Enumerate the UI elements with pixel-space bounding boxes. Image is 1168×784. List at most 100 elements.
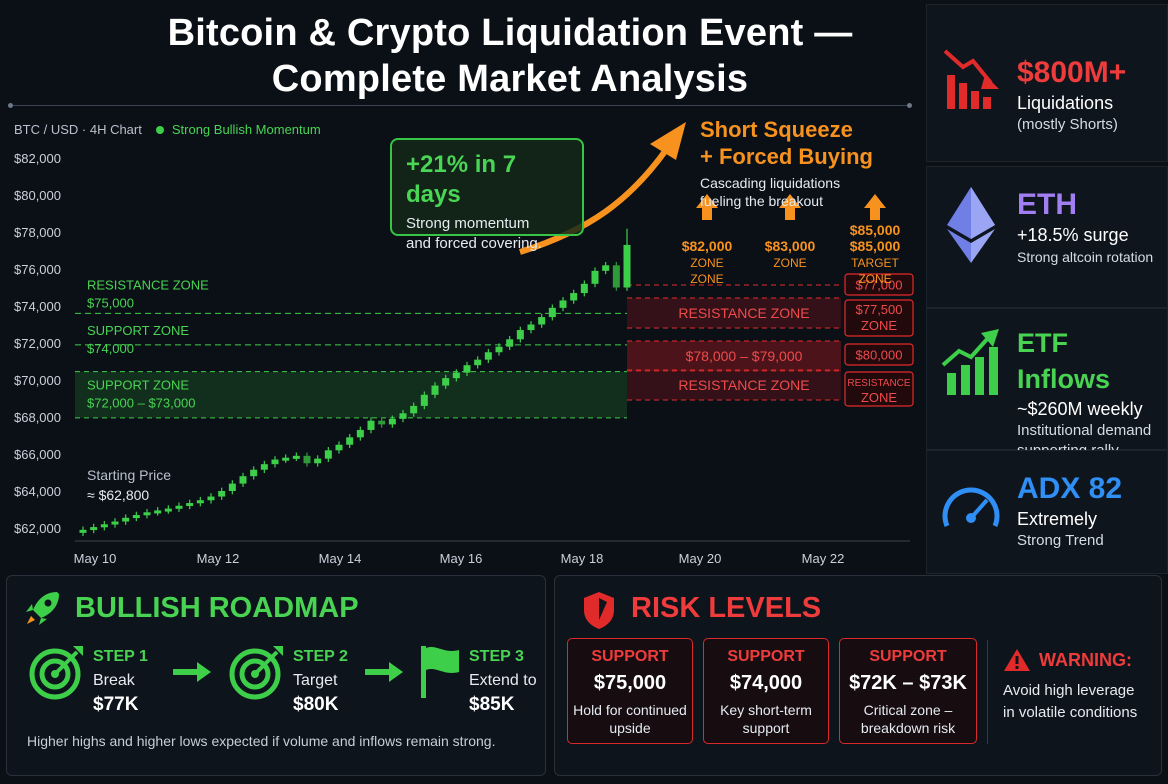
liquidations-card: $800M+ Liquidations (mostly Shorts) <box>926 4 1168 162</box>
etf-sub: Institutional demand <box>1017 422 1152 439</box>
candle-body <box>388 418 396 425</box>
support-zone-band <box>75 371 627 418</box>
tag-resistance-text: RESISTANCE <box>847 378 910 389</box>
y-tick-label: $68,000 <box>14 410 61 425</box>
candle-body <box>143 512 151 516</box>
risk-divider <box>987 640 988 744</box>
target-icon <box>229 646 283 700</box>
candle-body <box>623 244 631 288</box>
candle-body <box>484 352 492 360</box>
zone-label-3-name: SUPPORT ZONE <box>87 378 189 393</box>
etf-card: ETF Inflows ~$260M weekly Institutional … <box>926 308 1168 459</box>
tag-resistance-box <box>844 371 914 407</box>
resistance-band-2 <box>627 341 841 371</box>
target-value: $85,000 <box>850 238 901 254</box>
momentum-arrow-head <box>650 122 686 160</box>
candle-body <box>218 491 226 497</box>
candle-body <box>303 455 311 464</box>
risk-box-1: SUPPORT $75,000 Hold for continued upsid… <box>567 638 693 744</box>
target-line-2: ZONE <box>690 272 723 286</box>
candle-body <box>154 510 162 514</box>
candle-body <box>346 437 354 445</box>
y-tick-label: $82,000 <box>14 151 61 166</box>
momentum-dot-icon <box>155 125 164 134</box>
risk-box-3-desc-2: breakdown risk <box>860 720 956 736</box>
zone-label-2-name: SUPPORT ZONE <box>87 323 189 338</box>
risk-box-1-desc-2: upside <box>609 720 651 736</box>
candle-body <box>356 429 364 438</box>
squeeze-line-1: Short Squeeze <box>700 117 853 142</box>
start-price-label: Starting Price <box>87 467 171 483</box>
zone-label-2-value: $74,000 <box>87 341 134 356</box>
eth-headline: ETH <box>1017 188 1077 221</box>
liquidations-sub: (mostly Shorts) <box>1017 116 1118 133</box>
y-tick-label: $70,000 <box>14 373 61 388</box>
candle-body <box>271 459 279 465</box>
liquidations-label: Liquidations <box>1017 93 1114 113</box>
candle-body <box>495 346 503 353</box>
target-value: $85,000 <box>850 222 901 238</box>
target-line-2: ZONE <box>858 272 891 286</box>
etf-weekly: ~$260M weekly <box>1017 399 1143 419</box>
candle-body <box>100 524 108 528</box>
candle-body <box>90 527 98 531</box>
risk-box-1-value: $75,000 <box>593 672 667 694</box>
risk-box-2-label: SUPPORT <box>727 648 805 665</box>
page-title: Bitcoin & Crypto Liquidation Event — Com… <box>0 10 1020 102</box>
y-tick-label: $80,000 <box>14 188 61 203</box>
step-2-value: $80K <box>293 694 339 715</box>
target-line-1: ZONE <box>773 256 806 270</box>
candle-body <box>132 515 140 519</box>
gain-headline: +21% in 7 days <box>406 151 517 208</box>
target-icon <box>29 646 83 700</box>
warning-line-1: Avoid high leverage <box>1003 682 1135 699</box>
candle-body <box>367 420 375 430</box>
tag-77500-text: $77,500 <box>856 302 903 317</box>
title-line-2: Complete Market Analysis <box>271 58 749 100</box>
candle-body <box>474 359 482 366</box>
step-3-label: STEP 3 <box>469 648 524 665</box>
squeeze-line-2: + Forced Buying <box>700 144 873 169</box>
squeeze-sub-2: fueling the breakout <box>700 193 823 209</box>
etf-headline: ETF Inflows <box>1017 328 1110 394</box>
gain-line-2: and forced covering. <box>406 235 542 252</box>
resistance-band-label: RESISTANCE ZONE <box>678 305 809 321</box>
target-line-1: TARGET <box>851 256 899 270</box>
x-tick-label: May 14 <box>319 551 362 566</box>
resistance-band-3 <box>627 370 841 400</box>
step-3-text: Extend to <box>469 672 537 689</box>
step-2-label: STEP 2 <box>293 648 348 665</box>
adx-card: ADX 82 Extremely Strong Trend <box>926 450 1168 574</box>
candle-body <box>548 307 556 318</box>
candle-body <box>463 365 471 373</box>
candle-body <box>335 444 343 451</box>
candle-body <box>239 476 247 484</box>
risk-box-3-label: SUPPORT <box>869 648 947 665</box>
x-tick-label: May 16 <box>440 551 483 566</box>
risk-box-3: SUPPORT $72K – $73K Critical zone – brea… <box>839 638 977 744</box>
y-tick-label: $72,000 <box>14 336 61 351</box>
gain-callout: +21% in 7 days Strong momentum and force… <box>390 138 584 252</box>
x-tick-label: May 22 <box>802 551 845 566</box>
step-1-text: Break <box>93 672 135 689</box>
risk-box-1-label: SUPPORT <box>591 648 669 665</box>
tag-77500-text: ZONE <box>861 318 897 333</box>
candle-body <box>420 394 428 406</box>
shield-icon <box>584 592 614 629</box>
rocket-icon <box>26 592 59 625</box>
candle-body <box>282 457 290 461</box>
squeeze-sub-1: Cascading liquidations <box>700 175 841 191</box>
tag-resistance-text: ZONE <box>861 390 897 405</box>
adx-sub: Strong Trend <box>1017 532 1104 549</box>
risk-box-3-value: $72K – $73K <box>849 672 967 694</box>
candle-body <box>186 503 194 507</box>
chart-header: BTC / USD · 4H Chart Strong Bullish Mome… <box>14 122 321 137</box>
target-value: $83,000 <box>765 238 816 254</box>
warning-line-2: in volatile conditions <box>1003 704 1138 721</box>
y-tick-label: $76,000 <box>14 262 61 277</box>
candle-body <box>324 450 332 459</box>
price-chart: $62,000 $64,000 $66,000 $68,000 $70,000 $72,0… <box>14 122 914 566</box>
arrow-right-icon <box>173 662 211 682</box>
liquidations-headline: $800M+ <box>1017 56 1127 89</box>
roadmap-title: BULLISH ROADMAP <box>75 592 359 624</box>
